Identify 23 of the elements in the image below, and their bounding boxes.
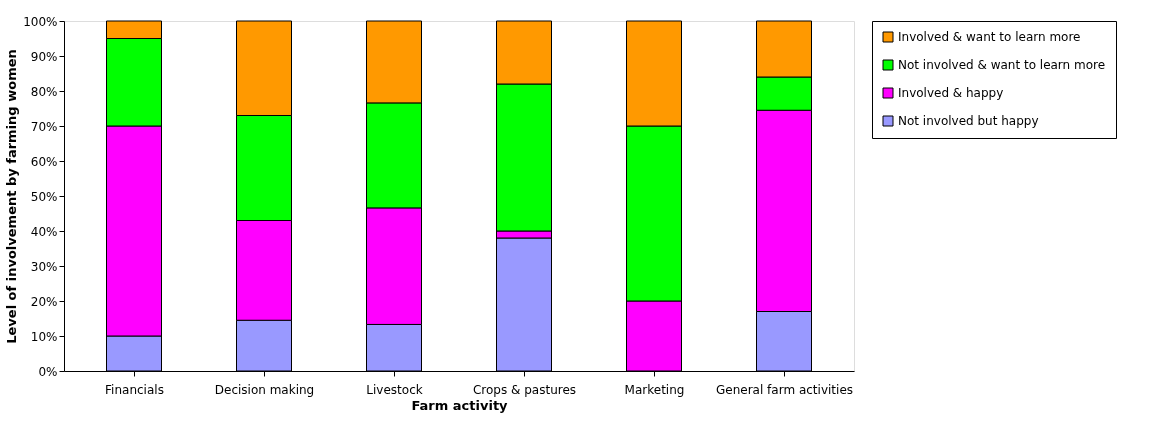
x-tick-label: Livestock [366, 382, 423, 397]
legend-label: Not involved but happy [898, 114, 1039, 128]
y-tick-label: 70% [30, 119, 58, 134]
y-tick-label: 80% [30, 84, 58, 99]
y-tick-label: 90% [30, 49, 58, 64]
y-axis-title: Level of involvement by farming women [4, 49, 20, 344]
y-tick-label: 20% [30, 294, 58, 309]
x-tick-label: Decision making [214, 382, 315, 397]
y-tick-label: 10% [30, 329, 58, 344]
legend-label: Involved & happy [898, 86, 1004, 100]
y-tick-label: 100% [23, 14, 58, 29]
y-tick-label: 60% [30, 154, 58, 169]
x-tick-label: General farm activities [715, 382, 854, 397]
y-tick-label: 50% [30, 189, 58, 204]
x-tick-label: Marketing [624, 382, 685, 397]
y-tick-label: 0% [38, 364, 58, 379]
x-tick-label: Financials [105, 382, 164, 397]
legend-label: Not involved & want to learn more [898, 58, 1106, 72]
y-tick-label: 30% [30, 259, 58, 274]
legend-label: Involved & want to learn more [898, 30, 1081, 44]
x-tick-label: Crops & pastures [472, 382, 577, 397]
x-axis-title: Farm activity [411, 397, 509, 413]
y-tick-label: 40% [30, 224, 58, 239]
